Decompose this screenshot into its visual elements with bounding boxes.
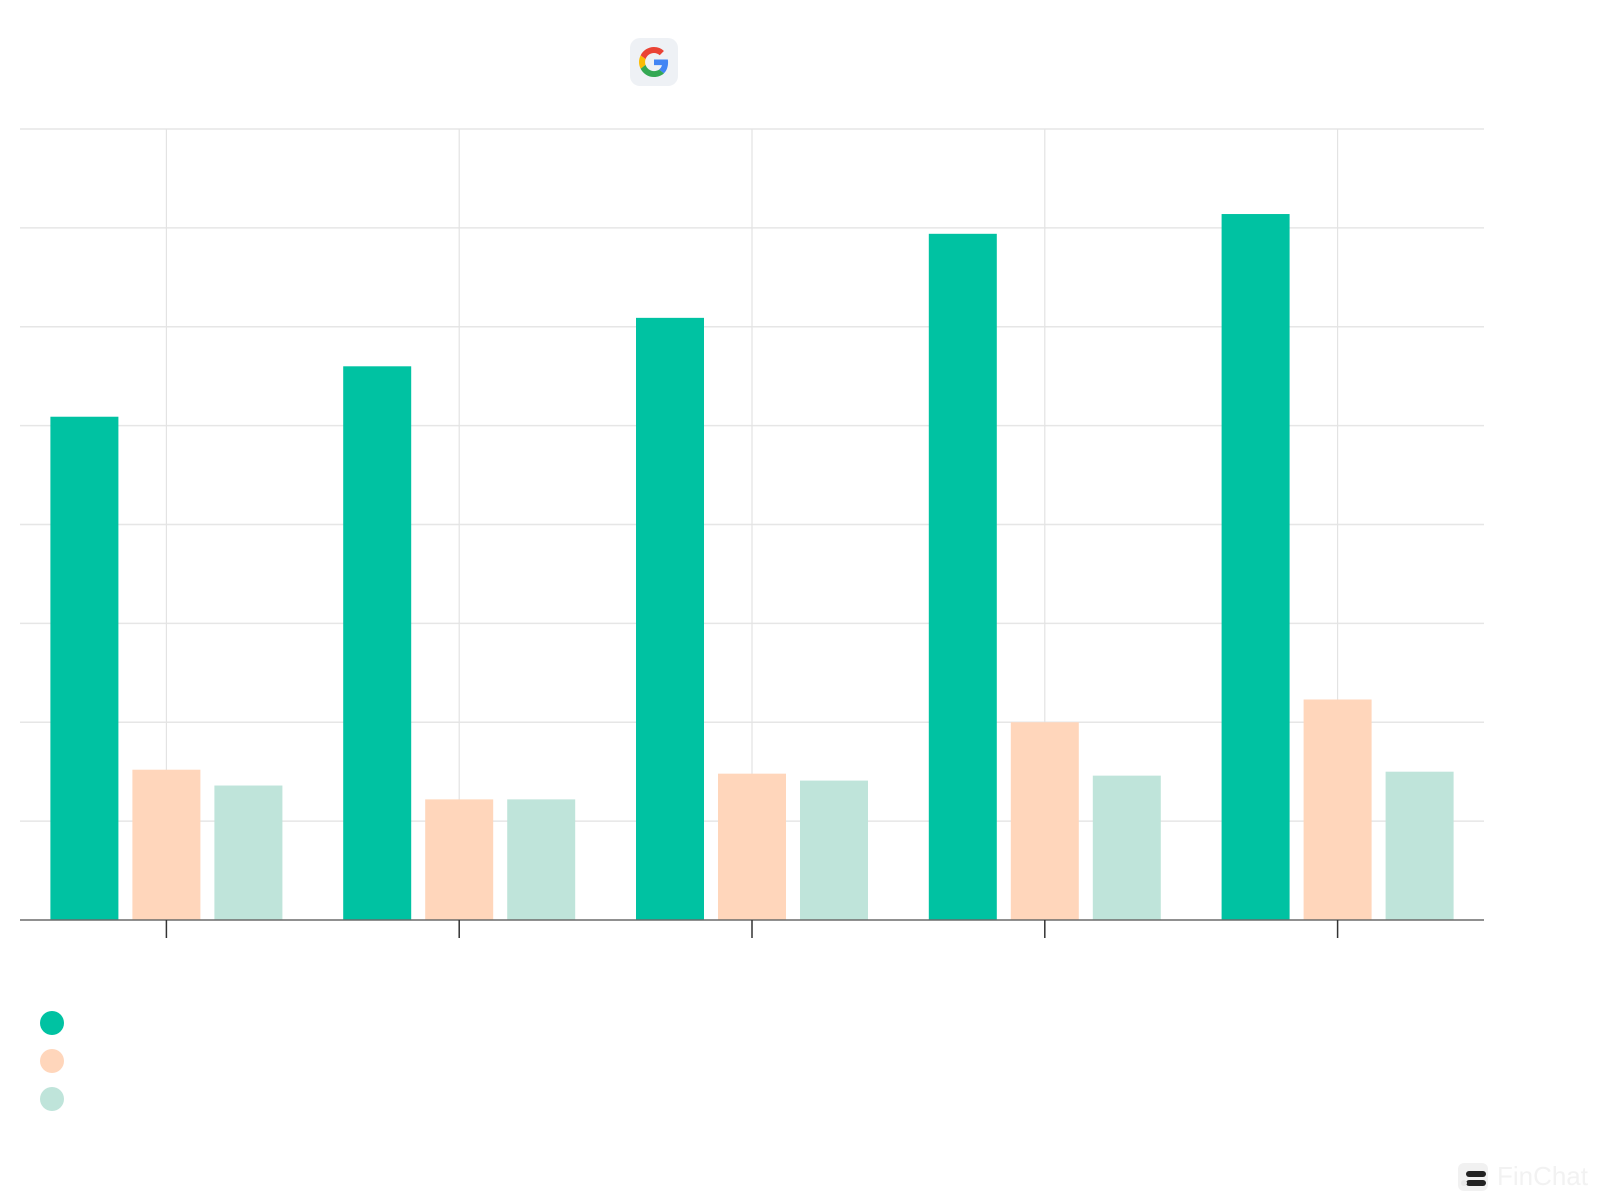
company-logo [630, 38, 678, 86]
bar [928, 233, 997, 920]
legend-dot-series-1 [40, 1011, 64, 1035]
bar [1221, 214, 1290, 921]
bar [132, 769, 201, 920]
legend-item[interactable] [40, 1004, 78, 1042]
bar [636, 317, 704, 920]
bar [1385, 771, 1454, 920]
watermark-text: FinChat [1496, 1161, 1588, 1191]
bar [1303, 699, 1372, 920]
bar [718, 773, 786, 920]
legend-dot-series-3 [40, 1087, 64, 1111]
bar [214, 785, 283, 920]
legend-item[interactable] [40, 1080, 78, 1118]
bars [50, 214, 1454, 921]
bar [507, 799, 576, 920]
bar [1010, 722, 1079, 920]
finchat-logo-icon [1457, 1162, 1488, 1191]
bar [800, 780, 868, 920]
google-g-icon [639, 47, 669, 77]
bar [425, 799, 494, 920]
watermark: FinChat [1457, 1161, 1588, 1192]
bar [343, 366, 412, 920]
bar [50, 416, 119, 920]
x-axis [20, 919, 1484, 938]
legend-dot-series-2 [40, 1049, 64, 1073]
legend-item[interactable] [40, 1042, 78, 1080]
chart-legend [40, 1004, 78, 1118]
bar [1092, 775, 1161, 920]
